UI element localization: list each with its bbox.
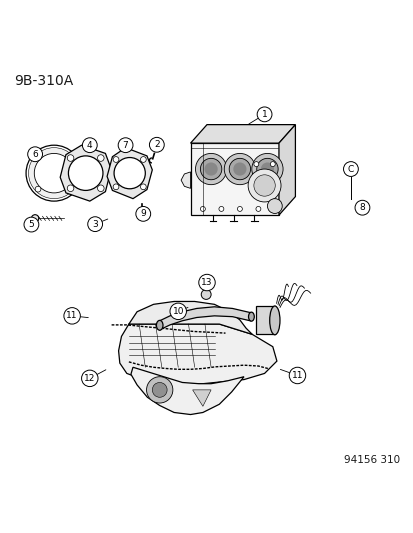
- Circle shape: [118, 138, 133, 152]
- Text: 13: 13: [201, 278, 212, 287]
- Text: 11: 11: [66, 311, 78, 320]
- Circle shape: [88, 217, 102, 231]
- Circle shape: [140, 157, 146, 163]
- Circle shape: [35, 154, 41, 160]
- Circle shape: [289, 367, 305, 384]
- Circle shape: [343, 161, 358, 176]
- Polygon shape: [192, 390, 211, 406]
- Text: 12: 12: [84, 374, 95, 383]
- Circle shape: [140, 184, 146, 190]
- Circle shape: [204, 163, 217, 175]
- Text: 6: 6: [32, 150, 38, 159]
- Circle shape: [253, 161, 258, 167]
- Circle shape: [67, 186, 73, 192]
- Circle shape: [255, 206, 260, 212]
- Circle shape: [97, 185, 104, 191]
- Text: 10: 10: [172, 307, 183, 316]
- Ellipse shape: [31, 215, 39, 222]
- Circle shape: [256, 158, 278, 180]
- Circle shape: [233, 163, 246, 175]
- Circle shape: [67, 154, 73, 160]
- Circle shape: [247, 169, 280, 202]
- Circle shape: [256, 107, 271, 122]
- Circle shape: [113, 184, 119, 190]
- Circle shape: [135, 206, 150, 221]
- Polygon shape: [190, 125, 295, 143]
- Circle shape: [195, 154, 226, 184]
- Text: 9: 9: [140, 209, 146, 219]
- Polygon shape: [131, 367, 243, 415]
- Ellipse shape: [156, 320, 163, 330]
- Circle shape: [64, 308, 80, 324]
- Polygon shape: [190, 143, 278, 215]
- Circle shape: [274, 206, 279, 212]
- Circle shape: [260, 163, 273, 175]
- Polygon shape: [128, 302, 252, 334]
- Circle shape: [146, 377, 173, 403]
- Circle shape: [201, 289, 211, 300]
- Polygon shape: [118, 324, 276, 384]
- Circle shape: [237, 206, 242, 212]
- Text: 7: 7: [122, 141, 128, 150]
- Circle shape: [114, 158, 145, 189]
- Text: C: C: [347, 165, 353, 174]
- Polygon shape: [256, 306, 274, 334]
- Circle shape: [200, 206, 205, 212]
- Circle shape: [229, 158, 250, 180]
- Circle shape: [251, 154, 282, 184]
- Circle shape: [170, 303, 186, 320]
- Text: 8: 8: [359, 203, 364, 212]
- Circle shape: [198, 274, 215, 291]
- Ellipse shape: [248, 312, 254, 321]
- Text: 1: 1: [261, 110, 267, 119]
- Circle shape: [28, 147, 43, 161]
- Circle shape: [97, 155, 104, 161]
- Circle shape: [68, 156, 103, 190]
- Circle shape: [35, 186, 41, 192]
- Circle shape: [267, 199, 282, 213]
- Circle shape: [354, 200, 369, 215]
- Circle shape: [113, 157, 119, 163]
- Circle shape: [82, 138, 97, 152]
- Circle shape: [224, 154, 255, 184]
- Text: 9B-310A: 9B-310A: [14, 74, 73, 88]
- Text: 94156 310: 94156 310: [343, 455, 399, 465]
- Polygon shape: [159, 307, 249, 330]
- Text: 5: 5: [28, 220, 34, 229]
- Text: 4: 4: [87, 141, 93, 150]
- Circle shape: [81, 370, 98, 386]
- Polygon shape: [107, 148, 152, 199]
- Polygon shape: [278, 125, 295, 215]
- Polygon shape: [180, 172, 190, 188]
- Circle shape: [24, 217, 39, 232]
- Text: 3: 3: [92, 220, 98, 229]
- Circle shape: [34, 154, 74, 193]
- Polygon shape: [60, 145, 111, 201]
- Circle shape: [67, 185, 74, 191]
- Circle shape: [28, 148, 79, 199]
- Circle shape: [149, 138, 164, 152]
- Text: 11: 11: [291, 371, 302, 380]
- Circle shape: [270, 161, 275, 167]
- Ellipse shape: [269, 306, 279, 335]
- Circle shape: [67, 155, 74, 161]
- Circle shape: [218, 206, 223, 212]
- Circle shape: [253, 175, 275, 196]
- Circle shape: [200, 158, 221, 180]
- Text: 2: 2: [154, 140, 159, 149]
- Circle shape: [152, 383, 167, 397]
